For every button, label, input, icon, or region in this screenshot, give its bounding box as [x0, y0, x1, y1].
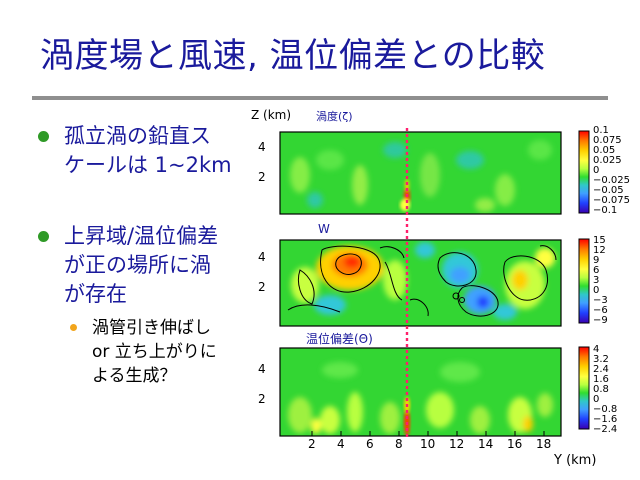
bullet-dot-1 [38, 131, 49, 142]
colorbar-w-tick: −6 [593, 305, 608, 316]
colorbar-theta-tick: 3.2 [593, 354, 609, 365]
colorbar-w-tick: 0 [593, 285, 600, 296]
bullet-1: 孤立渦の鉛直ス ケールは 1~2km [38, 122, 232, 180]
y-tick: 12 [449, 437, 465, 451]
sub-bullet-dot [70, 324, 77, 331]
colorbar-w-tick: −9 [593, 315, 608, 326]
colorbar-theta-tick: 0 [593, 394, 600, 405]
panel-theta-label: 温位偏差(Θ) [306, 332, 373, 346]
colorbar-w-tick: 15 [593, 235, 606, 246]
colorbar-w-tick: 6 [593, 265, 600, 276]
panel-w-frame [279, 239, 562, 327]
sub-bullet: 渦管引き伸ばし or 立ち上がりに よる生成？ [70, 316, 217, 388]
panel-theta-z-tick: 2 [258, 392, 266, 406]
panel-theta-frame [279, 347, 562, 437]
colorbar-w-tick: 12 [593, 245, 606, 256]
sub-bullet-line-2: or 立ち上がりに [92, 342, 217, 362]
panel-w [280, 240, 561, 326]
panel-theta-z-tick: 4 [258, 362, 266, 376]
colorbar-vorticity-tick: −0.1 [593, 205, 618, 216]
y-tick: 10 [420, 437, 436, 451]
colorbar-theta-tick: 2.4 [593, 364, 609, 375]
y-axis-label: Y (km) [554, 453, 597, 468]
colorbar-vorticity-tick: −0.075 [593, 195, 631, 206]
bullet-2-line-2: が正の場所に渦 [64, 253, 211, 277]
y-tick: 8 [395, 437, 403, 451]
panel-vorticity [280, 132, 561, 214]
slide-title: 渦度場と風速, 温位偏差との比較 [40, 36, 546, 76]
panel-vorticity-label: 渦度(ζ) [316, 110, 353, 123]
y-tick: 14 [478, 437, 494, 451]
y-tick: 2 [308, 437, 316, 451]
panel-theta [280, 348, 561, 436]
sub-bullet-line-1: 渦管引き伸ばし [92, 318, 211, 338]
colorbar-vorticity-tick: 0.05 [593, 145, 616, 156]
z-axis-label: Z (km) [251, 108, 292, 122]
colorbar-theta [578, 346, 590, 430]
y-tick: 16 [507, 437, 523, 451]
colorbar-w [578, 238, 590, 324]
colorbar-theta-tick: 4 [593, 344, 600, 355]
colorbar-theta-tick: −0.8 [593, 404, 618, 415]
y-axis-ticks [311, 431, 545, 436]
bullet-2-line-1: 上昇域/温位偏差 [64, 224, 219, 248]
bullet-1-line-1: 孤立渦の鉛直ス [64, 124, 211, 148]
colorbar-w-tick: 3 [593, 275, 600, 286]
bullet-2: 上昇域/温位偏差 が正の場所に渦 が存在 [38, 222, 219, 309]
colorbar-vorticity-tick: 0.075 [593, 135, 622, 146]
colorbar-theta-tick: 1.6 [593, 374, 609, 385]
colorbar-vorticity-tick: 0.1 [593, 125, 609, 136]
y-tick: 4 [337, 437, 345, 451]
colorbar-vorticity [578, 130, 590, 214]
colorbar-vorticity-tick: 0.025 [593, 155, 622, 166]
bullet-1-line-2: ケールは 1~2km [64, 153, 232, 177]
panel-vorticity-z-tick: 2 [258, 170, 266, 184]
bullet-2-line-3: が存在 [64, 282, 127, 306]
sub-bullet-line-3: よる生成？ [92, 366, 177, 386]
panel-w-z-tick: 2 [258, 280, 266, 294]
colorbar-vorticity-tick: 0 [593, 165, 600, 176]
colorbar-vorticity-tick: −0.05 [593, 185, 624, 196]
panel-vorticity-z-tick: 4 [258, 140, 266, 154]
colorbar-w-tick: 9 [593, 255, 600, 266]
colorbar-theta-tick: −2.4 [593, 424, 618, 435]
panel-vorticity-frame [279, 131, 562, 215]
colorbar-vorticity-tick: −0.025 [593, 175, 631, 186]
panel-w-z-tick: 4 [258, 250, 266, 264]
colorbar-theta-tick: 0.8 [593, 384, 609, 395]
panel-w-label: W [318, 222, 330, 236]
colorbar-w-tick: −3 [593, 295, 608, 306]
colorbar-theta-tick: −1.6 [593, 414, 618, 425]
y-tick: 6 [366, 437, 374, 451]
title-divider [32, 96, 608, 100]
y-tick: 18 [536, 437, 552, 451]
bullet-dot-2 [38, 231, 49, 242]
